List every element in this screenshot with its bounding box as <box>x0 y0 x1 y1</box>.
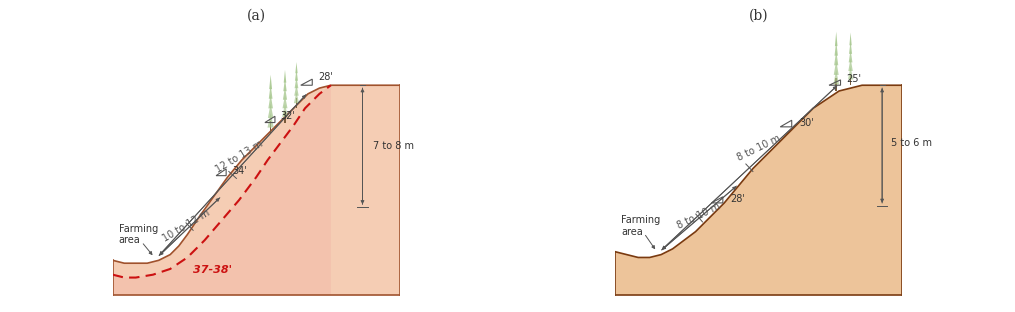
Polygon shape <box>269 75 272 89</box>
Text: 8 to 10 m: 8 to 10 m <box>736 134 782 163</box>
Polygon shape <box>283 87 287 100</box>
Polygon shape <box>835 32 837 46</box>
Polygon shape <box>113 85 331 295</box>
Polygon shape <box>282 95 287 108</box>
Text: 37-38': 37-38' <box>193 266 232 275</box>
Text: 30': 30' <box>799 118 814 128</box>
Polygon shape <box>850 32 852 45</box>
Polygon shape <box>270 121 271 134</box>
Polygon shape <box>850 41 852 54</box>
Polygon shape <box>113 85 400 295</box>
Text: 8 to 10 m: 8 to 10 m <box>675 201 722 231</box>
Polygon shape <box>268 94 273 108</box>
Title: (a): (a) <box>247 8 266 22</box>
Text: 7 to 8 m: 7 to 8 m <box>373 140 413 150</box>
Polygon shape <box>268 104 273 118</box>
Text: 28': 28' <box>318 72 333 82</box>
Text: 32': 32' <box>281 111 295 121</box>
Polygon shape <box>849 58 853 71</box>
Text: Farming
area: Farming area <box>119 224 157 245</box>
Title: (b): (b) <box>749 8 768 22</box>
Polygon shape <box>294 85 298 96</box>
Polygon shape <box>849 50 853 62</box>
Text: 12 to 13 m: 12 to 13 m <box>214 139 265 175</box>
Polygon shape <box>294 77 298 88</box>
Polygon shape <box>269 84 272 99</box>
Polygon shape <box>833 61 838 75</box>
Polygon shape <box>848 67 854 80</box>
Polygon shape <box>835 78 837 91</box>
Text: 25': 25' <box>847 74 862 84</box>
Polygon shape <box>284 111 285 123</box>
Polygon shape <box>294 92 299 103</box>
Polygon shape <box>295 70 298 81</box>
Polygon shape <box>295 98 297 108</box>
Polygon shape <box>283 78 286 91</box>
Polygon shape <box>615 85 902 295</box>
Text: 10 to 12 m: 10 to 12 m <box>160 208 211 244</box>
Text: 34': 34' <box>231 166 247 176</box>
Text: 28': 28' <box>730 194 745 204</box>
Polygon shape <box>282 104 288 117</box>
Polygon shape <box>295 62 297 73</box>
Polygon shape <box>833 70 839 85</box>
Polygon shape <box>284 70 286 83</box>
Text: 5 to 6 m: 5 to 6 m <box>891 138 932 148</box>
Text: Farming
area: Farming area <box>621 215 660 237</box>
Polygon shape <box>834 41 838 56</box>
Polygon shape <box>850 74 852 85</box>
Polygon shape <box>834 51 838 65</box>
Polygon shape <box>268 113 274 128</box>
